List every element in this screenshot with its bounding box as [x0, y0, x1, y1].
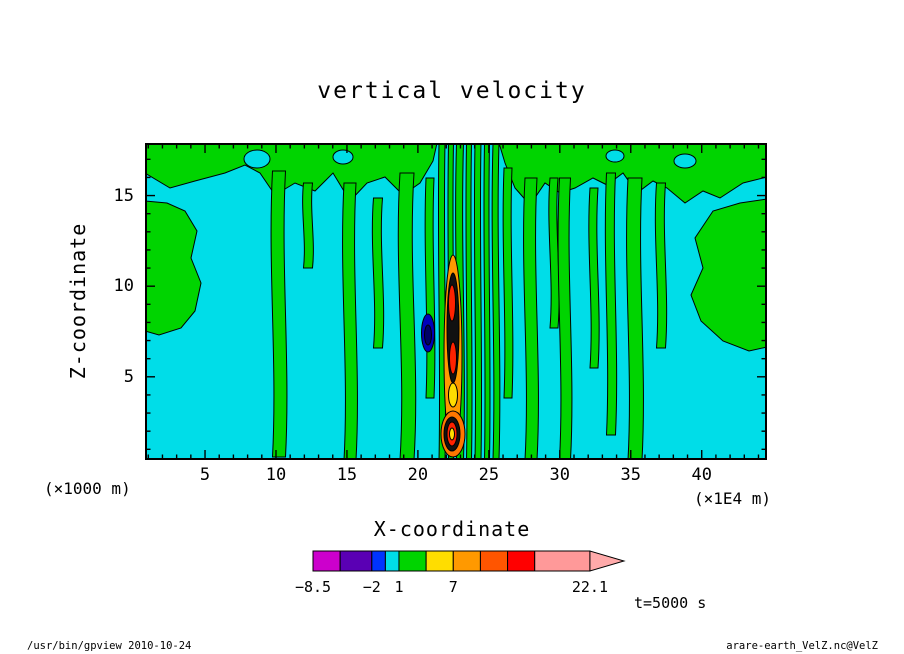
colorbar-segment	[371, 550, 386, 572]
green-stripe	[270, 170, 288, 458]
colorbar-segment	[339, 550, 373, 572]
colorbar-segment	[479, 550, 509, 572]
y-tick-label: 15	[113, 185, 134, 206]
green-stripe	[371, 197, 385, 349]
plot-border	[145, 143, 767, 460]
x-axis-unit: (×1E4 m)	[694, 489, 772, 508]
x-axis-label: X-coordinate	[373, 517, 531, 541]
x-tick-label: 35	[620, 465, 641, 485]
y-axis-unit: (×1000 m)	[44, 479, 131, 498]
colorbar-tick-label: −8.5	[294, 578, 332, 596]
colorbar-segment	[384, 550, 400, 572]
colorbar-tick-label: −2	[362, 578, 381, 596]
x-tick-label: 20	[407, 465, 429, 485]
green-region-side	[145, 200, 202, 336]
green-stripe	[548, 177, 560, 329]
core-feature	[448, 382, 458, 408]
x-tick-label: 15	[336, 465, 358, 485]
green-stripe	[523, 177, 539, 460]
colorbar-tick-label: 7	[448, 578, 458, 596]
green-stripe	[473, 143, 483, 460]
y-axis-label: Z-coordinate	[66, 222, 90, 380]
green-stripe	[491, 143, 501, 460]
colorbar-segment	[312, 550, 341, 572]
cyan-hole	[605, 149, 625, 163]
green-stripe	[502, 167, 514, 399]
time-annotation: t=5000 s	[634, 594, 707, 612]
green-stripe	[302, 182, 314, 269]
colorbar-segment	[534, 550, 591, 572]
colorbar-segment	[425, 550, 454, 572]
green-region-side	[690, 198, 767, 352]
y-tick-label: 10	[113, 276, 134, 297]
x-tick-label: 5	[199, 465, 211, 485]
footer-command: /usr/bin/gpview 2010-10-24	[27, 640, 192, 652]
cyan-hole	[673, 153, 697, 169]
green-stripe	[588, 187, 600, 369]
colorbar-tick-label: 1	[394, 578, 404, 596]
footer-dataset: arare-earth_VelZ.nc@VelZ	[726, 640, 878, 652]
core-feature	[448, 284, 456, 322]
green-stripe	[557, 177, 573, 460]
green-stripe	[483, 143, 491, 460]
colorbar-tick-label: 22.1	[571, 578, 608, 596]
green-stripe	[424, 177, 436, 399]
chart-title: vertical velocity	[317, 78, 587, 104]
core-feature	[449, 341, 457, 375]
colorbar-segment	[452, 550, 481, 572]
green-stripe	[654, 182, 668, 349]
green-stripe	[397, 172, 417, 460]
cyan-hole	[243, 149, 271, 169]
colorbar-svg	[312, 550, 626, 572]
green-stripe	[626, 177, 644, 460]
core-feature	[449, 427, 455, 441]
colorbar-segment	[398, 550, 427, 572]
green-stripe	[437, 143, 447, 460]
colorbar	[312, 550, 642, 574]
y-tick-label: 5	[123, 366, 134, 387]
x-tick-label: 25	[478, 465, 500, 485]
x-tick-label: 30	[549, 465, 571, 485]
x-tick-label: 10	[265, 465, 287, 485]
green-stripe	[604, 172, 618, 436]
cyan-hole	[332, 149, 354, 165]
core-feature	[424, 324, 432, 346]
x-tick-label: 40	[691, 465, 712, 485]
contour-plot	[145, 143, 767, 460]
green-stripe	[465, 143, 473, 460]
colorbar-overflow-arrow	[589, 550, 626, 572]
green-stripe	[342, 182, 358, 460]
colorbar-segment	[507, 550, 536, 572]
